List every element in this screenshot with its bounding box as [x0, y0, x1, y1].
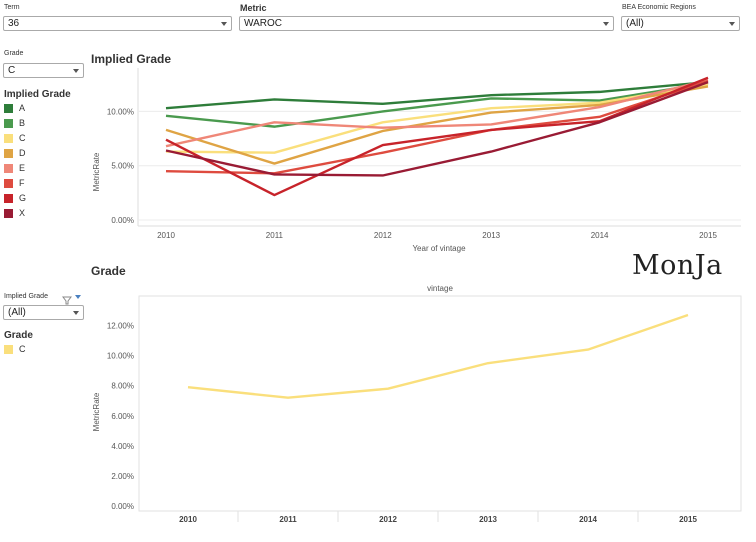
x-tick-label: 2011: [279, 515, 297, 524]
series-line-g: [165, 76, 709, 197]
y-tick-label: 10.00%: [107, 107, 134, 116]
implied-grade-select[interactable]: (All): [3, 305, 84, 320]
implied-grade-line-chart: MetricRate Year of vintage 0.00% 5.00% 10.…: [92, 68, 741, 253]
implied-grade-filter-label: Implied Grade: [4, 293, 48, 300]
grade-legend-item-c[interactable]: C: [4, 344, 26, 356]
metric-select-value: WAROC: [244, 18, 282, 29]
y-tick-label: 2.00%: [111, 472, 134, 481]
x-tick-label: 2013: [479, 515, 497, 524]
implied-grade-legend-item-b[interactable]: B: [4, 118, 25, 130]
legend-swatch: [4, 119, 13, 129]
chevron-down-icon: [73, 69, 79, 73]
implied-grade-legend-item-c[interactable]: C: [4, 133, 26, 145]
chevron-down-icon: [221, 22, 227, 26]
y-tick-label: 4.00%: [111, 442, 134, 451]
grade-chart-title: Grade: [91, 264, 126, 278]
x-tick-label: 2010: [179, 515, 197, 524]
grade-select[interactable]: C: [3, 63, 84, 78]
implied-grade-legend-item-f[interactable]: F: [4, 178, 25, 190]
legend-label: D: [19, 148, 26, 158]
grade-filter-label: Grade: [4, 50, 24, 57]
chevron-down-icon: [73, 311, 79, 315]
grade-legend-title: Grade: [4, 330, 33, 341]
series-line-b: [165, 82, 709, 128]
legend-label: F: [19, 178, 25, 188]
series-line-f: [165, 79, 709, 175]
x-tick-label: 2011: [266, 231, 284, 240]
legend-swatch: [4, 209, 13, 219]
implied-grade-legend-item-d[interactable]: D: [4, 148, 26, 160]
legend-swatch: [4, 104, 13, 114]
plot-frame: [138, 295, 742, 512]
series-line-e: [165, 78, 709, 148]
y-tick-label: 0.00%: [111, 216, 134, 225]
legend-label: C: [19, 344, 26, 354]
x-tick-label: 2015: [699, 231, 717, 240]
x-axis-title: Year of vintage: [412, 244, 466, 253]
monja-logo: MonJa: [632, 250, 723, 281]
filter-icon[interactable]: [62, 292, 72, 310]
metric-select[interactable]: WAROC: [239, 16, 614, 31]
x-tick-label: 2012: [379, 515, 397, 524]
series-line-x: [165, 80, 709, 177]
implied-grade-select-value: (All): [8, 307, 26, 318]
y-axis-title: MetricRate: [92, 392, 101, 431]
column-header-vintage: vintage: [427, 284, 453, 293]
x-tick-label: 2015: [679, 515, 697, 524]
legend-swatch: [4, 134, 13, 144]
term-select[interactable]: 36: [3, 16, 232, 31]
x-tick-label: 2013: [482, 231, 500, 240]
implied-grade-legend-item-e[interactable]: E: [4, 163, 25, 175]
legend-label: E: [19, 163, 26, 173]
implied-grade-chart-title: Implied Grade: [91, 52, 172, 66]
legend-swatch: [4, 164, 13, 174]
y-tick-label: 6.00%: [111, 412, 134, 421]
y-tick-label: 0.00%: [111, 502, 134, 511]
implied-grade-legend-title: Implied Grade: [4, 89, 71, 100]
legend-label: X: [19, 208, 26, 218]
legend-swatch: [4, 194, 13, 204]
legend-swatch: [4, 345, 13, 355]
grade-line-chart: vintage MetricRate 0.00% 2.00% 4.00% 6.00% 8…: [92, 284, 742, 524]
chevron-down-icon: [603, 22, 609, 26]
legend-swatch: [4, 179, 13, 189]
series-line-c: [187, 313, 689, 399]
chevron-down-icon: [729, 22, 735, 26]
legend-swatch: [4, 149, 13, 159]
region-select-value: (All): [626, 18, 644, 29]
legend-label: B: [19, 118, 26, 128]
implied-grade-legend-item-a[interactable]: A: [4, 103, 25, 115]
legend-label: C: [19, 133, 26, 143]
term-select-value: 36: [8, 18, 20, 29]
term-filter-label: Term: [4, 4, 20, 11]
region-select[interactable]: (All): [621, 16, 740, 31]
legend-label: G: [19, 193, 27, 203]
x-tick-label: 2010: [157, 231, 175, 240]
y-axis-title: MetricRate: [92, 152, 101, 191]
y-tick-label: 10.00%: [107, 352, 134, 361]
series-line-a: [165, 80, 709, 110]
series-line-c: [165, 83, 709, 154]
region-filter-label: BEA Economic Regions: [622, 4, 696, 11]
implied-grade-legend-item-x[interactable]: X: [4, 208, 25, 220]
implied-grade-legend-item-g[interactable]: G: [4, 193, 26, 205]
legend-label: A: [19, 103, 26, 113]
y-tick-label: 8.00%: [111, 382, 134, 391]
dropdown-arrow-icon[interactable]: [75, 295, 81, 299]
y-tick-label: 12.00%: [107, 322, 134, 331]
x-tick-label: 2014: [579, 515, 597, 524]
grade-select-value: C: [8, 65, 16, 76]
metric-filter-label: Metric: [240, 3, 267, 13]
y-tick-label: 5.00%: [111, 162, 134, 171]
x-tick-label: 2012: [374, 231, 392, 240]
x-tick-label: 2014: [591, 231, 609, 240]
